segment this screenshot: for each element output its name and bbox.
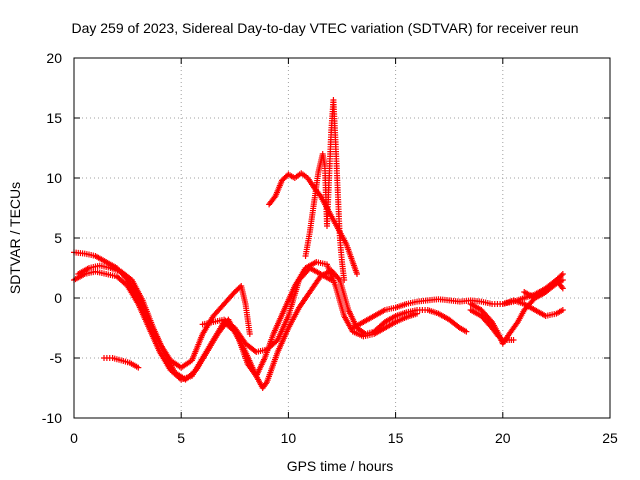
data-point xyxy=(558,272,565,279)
data-point xyxy=(487,317,494,324)
y-tick-label: -10 xyxy=(42,410,62,426)
y-tick-label: 20 xyxy=(46,50,62,66)
series-track-7 xyxy=(302,97,348,283)
x-tick-label: 10 xyxy=(281,430,297,446)
data-point xyxy=(414,310,421,317)
series-track-5 xyxy=(101,355,142,371)
y-tick-label: 15 xyxy=(46,110,62,126)
x-tick-labels: 0 5 10 15 20 25 xyxy=(70,430,618,446)
data-point xyxy=(559,307,566,313)
series-track-4 xyxy=(199,265,335,355)
y-tick-label: 5 xyxy=(54,230,62,246)
y-tick-labels: -10 -5 0 5 10 15 20 xyxy=(42,50,62,426)
data-point xyxy=(135,364,142,371)
x-tick-label: 20 xyxy=(495,430,511,446)
x-tick-label: 0 xyxy=(70,430,78,446)
x-tick-label: 25 xyxy=(602,430,618,446)
data-point xyxy=(341,277,348,283)
y-tick-label: -5 xyxy=(50,350,63,366)
data-point xyxy=(335,275,342,282)
y-tick-label: 10 xyxy=(46,170,62,186)
data-point xyxy=(463,328,470,335)
x-tick-label: 15 xyxy=(388,430,404,446)
data-point xyxy=(510,337,517,343)
chart-title: Day 259 of 2023, Sidereal Day-to-day VTE… xyxy=(71,20,578,36)
y-tick-label: 0 xyxy=(54,290,62,306)
x-tick-label: 5 xyxy=(177,430,185,446)
series-group xyxy=(71,97,566,391)
x-axis-title: GPS time / hours xyxy=(287,458,394,474)
data-point xyxy=(354,271,361,277)
plot-frame xyxy=(73,57,611,419)
series-track-12 xyxy=(521,277,566,301)
data-point xyxy=(559,285,566,292)
data-point xyxy=(559,277,566,283)
data-point xyxy=(559,271,566,277)
data-point xyxy=(328,277,335,283)
data-point xyxy=(246,331,253,337)
y-axis-title: SDTVAR / TECUs xyxy=(7,182,23,294)
series-track-11 xyxy=(499,297,566,319)
